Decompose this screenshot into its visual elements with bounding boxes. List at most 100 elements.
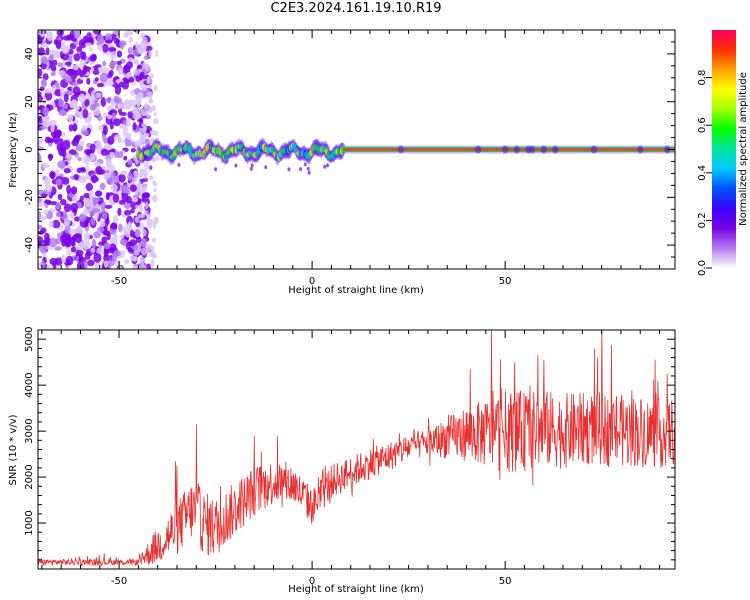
noise-speckle (127, 111, 133, 119)
page-title: C2E3.2024.161.19.10.R19 (270, 1, 442, 16)
noise-speckle (106, 77, 114, 88)
noise-speckle (73, 174, 80, 181)
noise-speckle (135, 94, 141, 101)
noise-speckle (49, 170, 56, 179)
noise-speckle (109, 151, 115, 159)
noise-speckle (44, 91, 53, 101)
noise-speckle (45, 184, 53, 192)
noise-speckle (70, 71, 78, 80)
noise-speckle (139, 133, 144, 139)
ridge-spur (303, 162, 307, 167)
noise-speckle (71, 37, 77, 42)
spectrogram-y-axis-label: Frequency (Hz) (8, 112, 19, 188)
noise-speckle (72, 64, 79, 71)
noise-speckle (100, 201, 107, 211)
noise-speckle (55, 202, 61, 210)
noise-speckle (61, 52, 69, 61)
noise-speckle (113, 177, 118, 185)
noise-speckle (89, 46, 94, 52)
noise-speckle (42, 107, 50, 116)
noise-speckle (141, 84, 148, 92)
noise-speckle (38, 236, 44, 245)
noise-speckle (61, 176, 70, 185)
noise-speckle (143, 210, 149, 215)
noise-speckle (61, 132, 66, 138)
noise-speckle (66, 184, 71, 195)
noise-speckle (110, 222, 118, 230)
noise-speckle (87, 111, 92, 122)
noise-speckle (124, 259, 130, 265)
noise-speckle (102, 60, 107, 67)
noise-speckle (116, 50, 123, 58)
noise-speckle (118, 173, 126, 183)
noise-speckle (91, 196, 98, 203)
ridge-spur (250, 163, 254, 168)
noise-speckle (139, 140, 145, 146)
noise-speckle (112, 83, 120, 88)
ridge-spur (307, 170, 311, 175)
noise-speckle (152, 194, 158, 203)
noise-speckle (142, 125, 148, 131)
ridge-blip (513, 145, 520, 154)
noise-speckle (66, 249, 73, 256)
noise-speckle (107, 135, 115, 145)
noise-speckle (112, 193, 120, 203)
noise-speckle (93, 231, 102, 239)
noise-speckle (60, 234, 67, 243)
noise-speckle (153, 118, 159, 124)
noise-speckle (95, 92, 102, 99)
noise-speckle (139, 205, 144, 214)
noise-speckle (142, 36, 148, 44)
noise-speckle (40, 215, 48, 221)
noise-speckle (41, 163, 51, 169)
spectrogram-y-tick-label: -20 (24, 189, 35, 205)
noise-speckle (132, 255, 138, 262)
noise-speckle (126, 61, 133, 69)
noise-speckle (54, 257, 63, 266)
noise-speckle (68, 211, 75, 219)
noise-speckle (120, 42, 125, 50)
noise-speckle (43, 115, 51, 121)
noise-speckle (70, 202, 79, 213)
noise-speckle (128, 76, 135, 83)
noise-speckle (38, 152, 41, 163)
noise-speckle (146, 79, 151, 85)
noise-speckle (101, 236, 108, 243)
noise-speckle (57, 160, 66, 169)
noise-speckle (101, 212, 108, 220)
noise-speckle (82, 64, 88, 75)
noise-speckle (114, 150, 120, 159)
noise-speckle (137, 45, 145, 55)
noise-speckle (155, 49, 159, 58)
noise-speckle (38, 115, 43, 124)
noise-speckle (109, 61, 116, 69)
noise-speckle (118, 81, 124, 88)
noise-speckle (93, 252, 102, 263)
noise-speckle (43, 209, 49, 215)
noise-speckle (57, 70, 66, 77)
ridge-blip (475, 145, 482, 154)
noise-speckle (127, 172, 133, 181)
noise-speckle (41, 78, 47, 88)
ridge-spur (214, 167, 218, 172)
noise-speckle (71, 240, 76, 247)
noise-speckle (128, 36, 134, 43)
noise-speckle (41, 56, 49, 65)
noise-speckle (120, 170, 127, 176)
noise-speckle (143, 132, 150, 138)
snr-x-ticks: -50 0 50 (41, 330, 661, 587)
noise-speckle (86, 259, 95, 267)
noise-speckle (96, 115, 103, 121)
noise-speckle (96, 82, 105, 88)
noise-speckle (85, 202, 92, 208)
snr-series-line (38, 330, 675, 567)
spectrogram-panel: -50 0 50 -40 -20 0 20 40 Height of straight li… (8, 29, 676, 296)
noise-speckle (38, 94, 44, 102)
noise-speckle (114, 97, 123, 104)
noise-speckle (112, 215, 119, 224)
noise-speckle (75, 249, 84, 257)
noise-speckle (44, 237, 51, 247)
noise-speckle (64, 75, 73, 84)
noise-speckle (146, 91, 152, 99)
noise-speckle (135, 237, 142, 244)
